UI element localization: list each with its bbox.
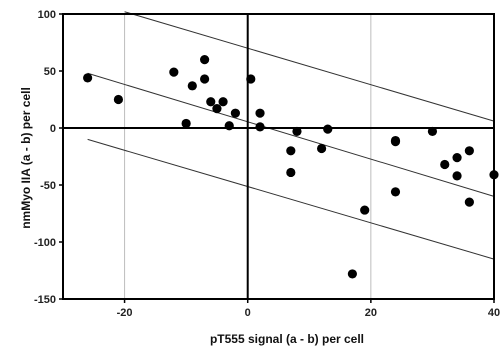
data-point (323, 124, 333, 134)
data-point (212, 104, 222, 114)
upper-band-line (124, 11, 495, 122)
data-point (347, 269, 357, 279)
data-point (200, 55, 210, 65)
x-axis-title: pT555 signal (a - b) per cell (210, 332, 364, 346)
data-point (452, 153, 462, 163)
data-point (255, 108, 265, 118)
data-point (200, 74, 210, 84)
data-point (224, 121, 234, 131)
x-tick-label: 40 (488, 307, 500, 319)
x-tick-label: 0 (245, 307, 251, 319)
y-axis-title: nmMyo IIA (a - b) per cell (19, 87, 33, 229)
data-point (246, 74, 256, 84)
data-point (181, 118, 191, 129)
data-point (286, 167, 296, 178)
data-point (390, 187, 401, 197)
data-point (427, 126, 438, 137)
data-point (255, 122, 265, 132)
x-tick-label: -20 (117, 307, 133, 319)
tick-labels: 100 50 0 -50 -100 -150 -20 0 20 40 (34, 9, 500, 319)
x-tick-label: 20 (365, 307, 377, 319)
data-point (206, 97, 216, 107)
y-tick-label: -150 (34, 294, 56, 306)
lower-band-line (87, 138, 495, 260)
data-point (113, 94, 124, 105)
y-tick-label: 50 (44, 66, 56, 78)
data-point (230, 108, 240, 118)
y-tick-label: -100 (34, 237, 56, 249)
plot-frame (62, 13, 495, 300)
data-point (452, 171, 462, 181)
regression-lines (87, 11, 495, 260)
data-point (464, 146, 474, 156)
data-points (83, 55, 499, 279)
data-point (390, 137, 401, 147)
data-point (83, 73, 93, 83)
data-point (489, 170, 499, 180)
fit-line (87, 72, 495, 197)
data-point (317, 143, 327, 154)
axes (59, 13, 495, 303)
data-point (169, 67, 179, 77)
y-tick-label: 100 (38, 9, 56, 21)
y-tick-label: 0 (50, 123, 56, 135)
data-point (286, 146, 296, 156)
data-point (360, 205, 370, 215)
data-point (292, 126, 302, 137)
data-point (218, 97, 228, 107)
data-point (464, 197, 474, 207)
y-tick-label: -50 (40, 180, 56, 192)
data-point (187, 81, 197, 91)
gridlines (124, 14, 495, 299)
data-point (440, 159, 450, 170)
